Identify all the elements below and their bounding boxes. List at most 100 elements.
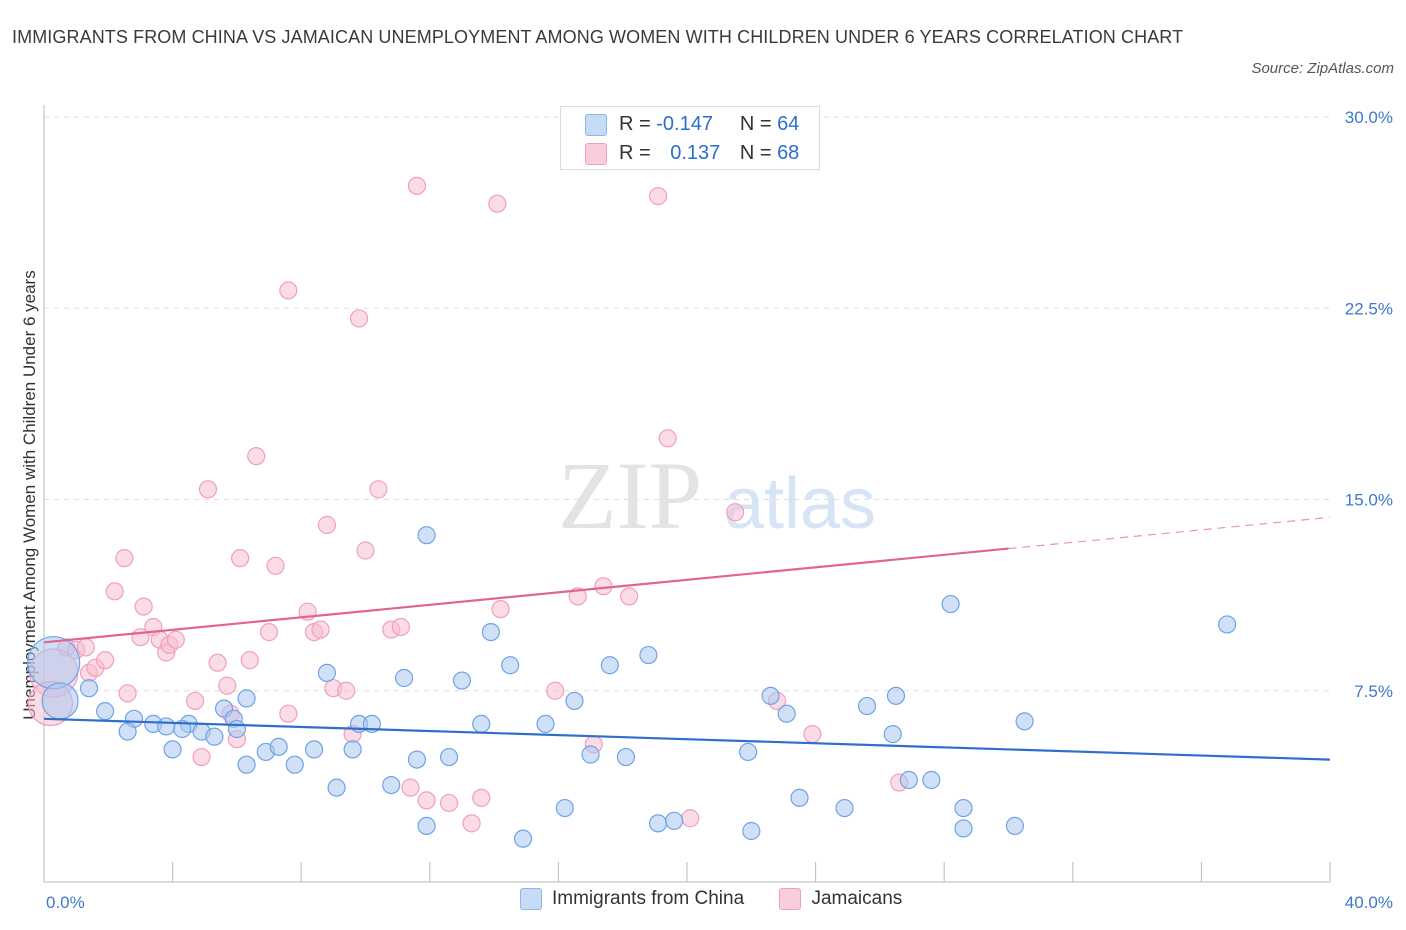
jamaica-point: [198, 480, 218, 499]
china-point: [41, 682, 79, 720]
jamaica-point: [311, 620, 330, 639]
jamaica-point: [266, 556, 285, 575]
china-point: [327, 778, 346, 797]
china-point: [237, 755, 256, 774]
jamaica-point: [337, 681, 356, 700]
y-tick-label: 7.5%: [1354, 682, 1393, 701]
china-point: [777, 704, 796, 723]
legend-item-jamaica: Jamaicans: [779, 888, 902, 910]
china-point: [95, 702, 115, 721]
x-tick-label: 40.0%: [1345, 893, 1393, 912]
jamaica-point: [218, 676, 237, 695]
jamaica-point: [491, 600, 510, 619]
china-point: [941, 594, 960, 614]
jamaica-point: [259, 622, 279, 642]
jamaica-point: [620, 587, 639, 606]
china-point: [857, 696, 877, 716]
trend-lines: [43, 516, 1331, 761]
jamaica-point: [208, 653, 227, 672]
y-tick-label: 30.0%: [1345, 108, 1393, 127]
china-point: [227, 719, 246, 739]
china-point: [565, 691, 584, 711]
jamaica-point: [317, 515, 337, 535]
jamaica-point: [594, 577, 613, 596]
jamaica-point: [166, 630, 185, 649]
legend-item-china: Immigrants from China: [520, 888, 744, 910]
china-swatch: [585, 113, 607, 136]
china-point: [501, 656, 520, 675]
jamaica-trend-line-extension: [1008, 516, 1331, 550]
jamaica-trend-line: [43, 547, 1009, 644]
jamaica-point: [417, 791, 436, 810]
china-point: [382, 775, 401, 795]
jamaica-point: [568, 587, 587, 606]
china-point: [269, 737, 288, 756]
china-point: [205, 727, 224, 746]
jamaica-point: [240, 651, 259, 670]
china-point: [79, 679, 99, 698]
jamaica-point: [803, 724, 822, 744]
jamaica-point: [247, 447, 266, 466]
jamaica-point: [349, 309, 369, 328]
china-point: [922, 770, 941, 790]
jamaica-point: [279, 281, 298, 300]
legend-row-china: R = -0.147 N = 64: [585, 109, 799, 139]
jamaica-point: [681, 809, 700, 828]
jamaica-point: [407, 176, 427, 195]
china-point: [648, 814, 668, 833]
y-tick-label: 22.5%: [1345, 299, 1393, 318]
china-point: [1005, 816, 1025, 836]
jamaica-point: [401, 778, 420, 797]
china-point: [163, 740, 182, 759]
y-tick-label: 15.0%: [1345, 491, 1393, 510]
china-point: [1218, 615, 1237, 634]
jamaica-point: [648, 186, 668, 206]
china-point: [343, 740, 362, 759]
jamaica-point: [462, 814, 481, 833]
china-point: [173, 719, 192, 739]
china-point: [237, 689, 256, 708]
china-point: [600, 656, 619, 675]
china-point: [555, 798, 574, 818]
jamaica-point: [231, 549, 250, 568]
jamaica-point: [439, 793, 459, 813]
china-point: [790, 788, 809, 807]
jamaica-point: [391, 617, 410, 637]
china-point: [472, 714, 491, 734]
jamaica-point: [186, 691, 205, 711]
china-point: [118, 722, 137, 741]
jamaica-point: [105, 582, 124, 601]
source-label: Source: ZipAtlas.com: [1251, 60, 1394, 77]
china-point: [407, 750, 427, 769]
grid-lines: [44, 116, 1330, 692]
jamaica-point: [726, 503, 745, 522]
jamaica-point: [115, 549, 134, 568]
china-point: [304, 740, 324, 759]
china-point: [616, 747, 636, 767]
china-point: [665, 811, 684, 830]
china-point: [886, 686, 906, 705]
china-point: [954, 819, 973, 838]
china-trend-line: [43, 717, 1331, 761]
jamaica-point: [546, 681, 565, 700]
china-point: [761, 686, 780, 705]
china-point: [581, 745, 600, 764]
china-point: [417, 526, 436, 545]
china-point: [157, 717, 176, 736]
jamaica-point: [369, 480, 388, 499]
china-point: [536, 714, 555, 734]
jamaica-point: [279, 704, 298, 723]
watermark-atlas: atlas: [724, 464, 876, 544]
china-point: [954, 798, 973, 818]
china-point: [883, 724, 902, 744]
jamaica-point: [658, 429, 677, 448]
chart-title: IMMIGRANTS FROM CHINA VS JAMAICAN UNEMPL…: [12, 27, 1184, 47]
china-point: [639, 645, 658, 665]
china-point: [285, 755, 304, 774]
jamaica-point: [472, 788, 491, 807]
china-point: [452, 671, 472, 690]
tick-labels: 7.5% 15.0% 22.5% 30.0% 0.0% 40.0%: [46, 108, 1393, 912]
jamaica-point: [488, 194, 507, 213]
series-legend: Immigrants from China Jamaicans: [520, 888, 932, 910]
